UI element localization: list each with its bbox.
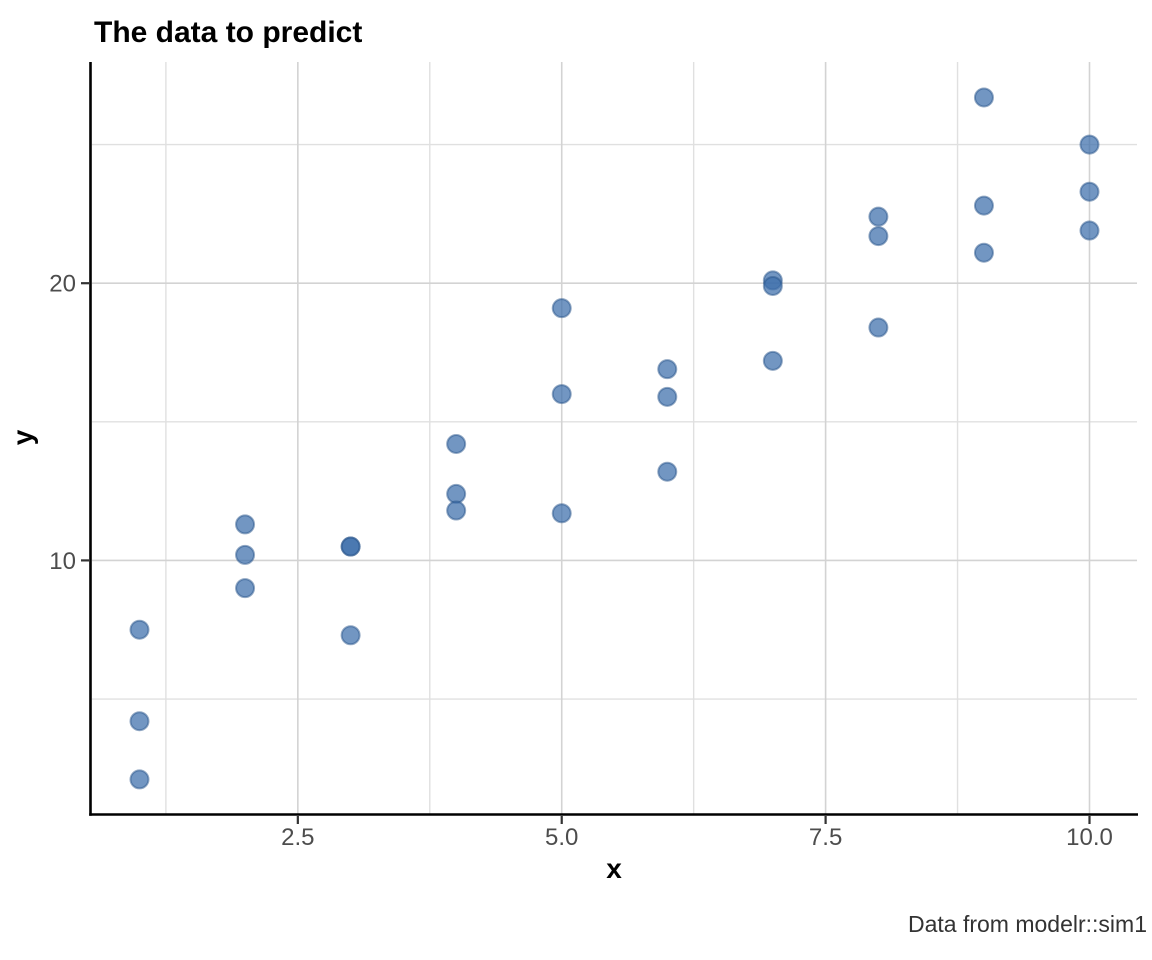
data-point (551, 298, 572, 319)
data-point (446, 483, 467, 504)
y-tick-label: 20 (49, 271, 76, 298)
data-point (762, 275, 783, 296)
plot-title: The data to predict (94, 16, 362, 49)
data-point (868, 206, 889, 227)
data-point (868, 317, 889, 338)
x-tick-label: 7.5 (809, 824, 842, 851)
data-point (129, 711, 150, 732)
data-point (973, 195, 994, 216)
caption: Data from modelr::sim1 (908, 911, 1147, 937)
data-point (129, 619, 150, 640)
data-point (868, 226, 889, 247)
data-points (129, 87, 1100, 790)
data-point (446, 500, 467, 521)
data-point (235, 544, 256, 565)
data-point (1079, 181, 1100, 202)
data-point (340, 536, 361, 557)
data-point (657, 461, 678, 482)
x-tick-label: 2.5 (281, 824, 314, 851)
data-point (973, 87, 994, 108)
gridlines-minor (92, 62, 1137, 814)
data-point (657, 386, 678, 407)
axis-tick-marks (81, 282, 1091, 824)
data-point (551, 384, 572, 405)
data-point (1079, 220, 1100, 241)
gridlines-major (92, 62, 1137, 814)
data-point (340, 625, 361, 646)
data-point (762, 350, 783, 371)
data-point (129, 769, 150, 790)
data-point (551, 503, 572, 524)
y-tick-label: 10 (49, 548, 76, 575)
data-point (973, 242, 994, 263)
x-tick-label: 5.0 (545, 824, 578, 851)
x-tick-label: 10.0 (1066, 824, 1113, 851)
y-axis-title: y (7, 429, 38, 445)
axis-tick-labels: 2.5 5.0 7.5 10.0 10 20 (49, 271, 1113, 851)
x-axis-title: x (606, 853, 622, 884)
data-point (235, 514, 256, 535)
data-point (446, 433, 467, 454)
data-point (1079, 134, 1100, 155)
data-point (235, 578, 256, 599)
data-point (657, 359, 678, 380)
